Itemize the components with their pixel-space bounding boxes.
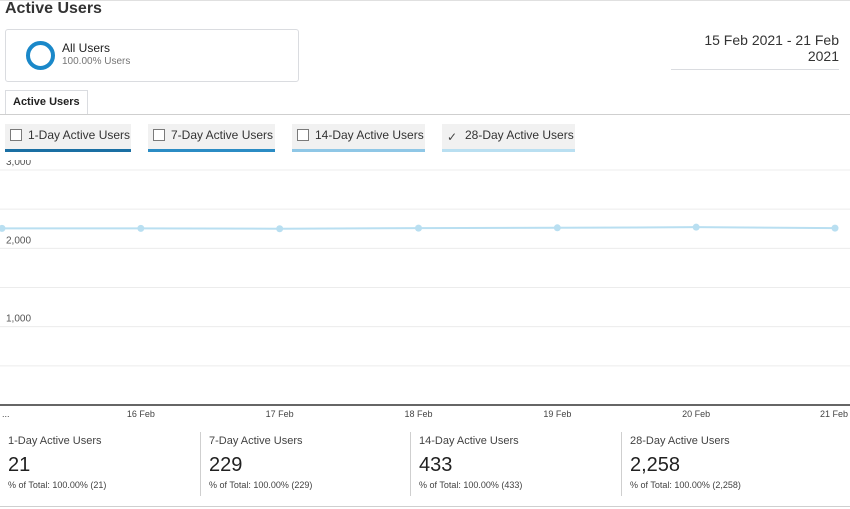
summary-label: 14-Day Active Users [419, 435, 519, 447]
segment-percentage: 100.00% Users [62, 56, 131, 67]
y-tick-label: 3,000 [6, 160, 31, 168]
x-tick-label: 16 Feb [127, 409, 155, 419]
data-point [553, 224, 561, 232]
x-tick-label: ... [2, 409, 10, 419]
summary-value: 229 [209, 454, 243, 476]
toggle-label: 7-Day Active Users [171, 128, 274, 142]
checkbox-icon[interactable] [153, 129, 165, 141]
toggle-7-day-active-users[interactable]: 7-Day Active Users [148, 124, 275, 152]
line-chart: 3,000 2,000 1,000... 16 Feb 17 Feb 18 Feb 19 F… [0, 160, 850, 425]
data-point [0, 224, 6, 232]
toggle-color-bar [442, 149, 575, 152]
date-range-picker[interactable]: 15 Feb 2021 - 21 Feb 2021 [671, 32, 839, 70]
checkbox-icon[interactable] [297, 129, 309, 141]
x-tick-label: 18 Feb [404, 409, 432, 419]
chart-canvas: 3,000 2,000 1,000... 16 Feb 17 Feb 18 Feb 19 F… [0, 160, 850, 419]
summary-label: 28-Day Active Users [630, 435, 730, 447]
summary-label: 1-Day Active Users [8, 435, 102, 447]
summary-7-day: 7-Day Active Users 229 % of Total: 100.0… [200, 432, 410, 496]
y-tick-label: 2,000 [6, 235, 31, 246]
x-tick-label: 20 Feb [682, 409, 710, 419]
data-point [831, 224, 839, 232]
bottom-divider [0, 506, 850, 507]
summary-value: 2,258 [630, 454, 681, 476]
tab-divider [0, 114, 850, 115]
segment-name: All Users [62, 41, 111, 55]
toggle-28-day-active-users[interactable]: ✓ 28-Day Active Users [442, 124, 575, 152]
summary-total: % of Total: 100.00% (433) [419, 480, 523, 490]
toggle-1-day-active-users[interactable]: 1-Day Active Users [5, 124, 131, 152]
summary-value: 21 [8, 454, 31, 476]
summary-total: % of Total: 100.00% (2,258) [630, 480, 741, 490]
toggle-color-bar [148, 149, 275, 152]
toggle-label: 14-Day Active Users [315, 128, 424, 142]
y-tick-label: 1,000 [6, 314, 31, 325]
data-point [415, 224, 422, 232]
summary-row: 1-Day Active Users 21 % of Total: 100.00… [0, 432, 850, 509]
summary-label: 7-Day Active Users [209, 435, 303, 447]
toggle-14-day-active-users[interactable]: 14-Day Active Users [292, 124, 425, 152]
summary-value: 433 [419, 454, 453, 476]
summary-1-day: 1-Day Active Users 21 % of Total: 100.00… [0, 432, 200, 496]
checkbox-icon[interactable] [10, 129, 22, 141]
segment-ring-icon [26, 41, 55, 70]
page-title: Active Users [5, 0, 102, 17]
toggle-color-bar [5, 149, 131, 152]
toggle-label: 1-Day Active Users [28, 128, 131, 142]
data-point [137, 224, 145, 232]
data-point [692, 223, 700, 231]
segment-card[interactable]: All Users 100.00% Users [5, 29, 299, 82]
x-tick-label: 17 Feb [266, 409, 294, 419]
toggle-color-bar [292, 149, 425, 152]
summary-14-day: 14-Day Active Users 433 % of Total: 100.… [410, 432, 621, 496]
top-border [0, 0, 850, 1]
summary-28-day: 28-Day Active Users 2,258 % of Total: 10… [621, 432, 850, 496]
summary-total: % of Total: 100.00% (229) [209, 480, 313, 490]
toggle-label: 28-Day Active Users [465, 128, 574, 142]
data-point [276, 225, 284, 233]
summary-total: % of Total: 100.00% (21) [8, 480, 107, 490]
x-tick-label: 21 Feb [820, 409, 848, 419]
tab-active-users[interactable]: Active Users [5, 90, 88, 115]
checkmark-icon[interactable]: ✓ [447, 130, 458, 144]
x-tick-label: 19 Feb [543, 409, 571, 419]
